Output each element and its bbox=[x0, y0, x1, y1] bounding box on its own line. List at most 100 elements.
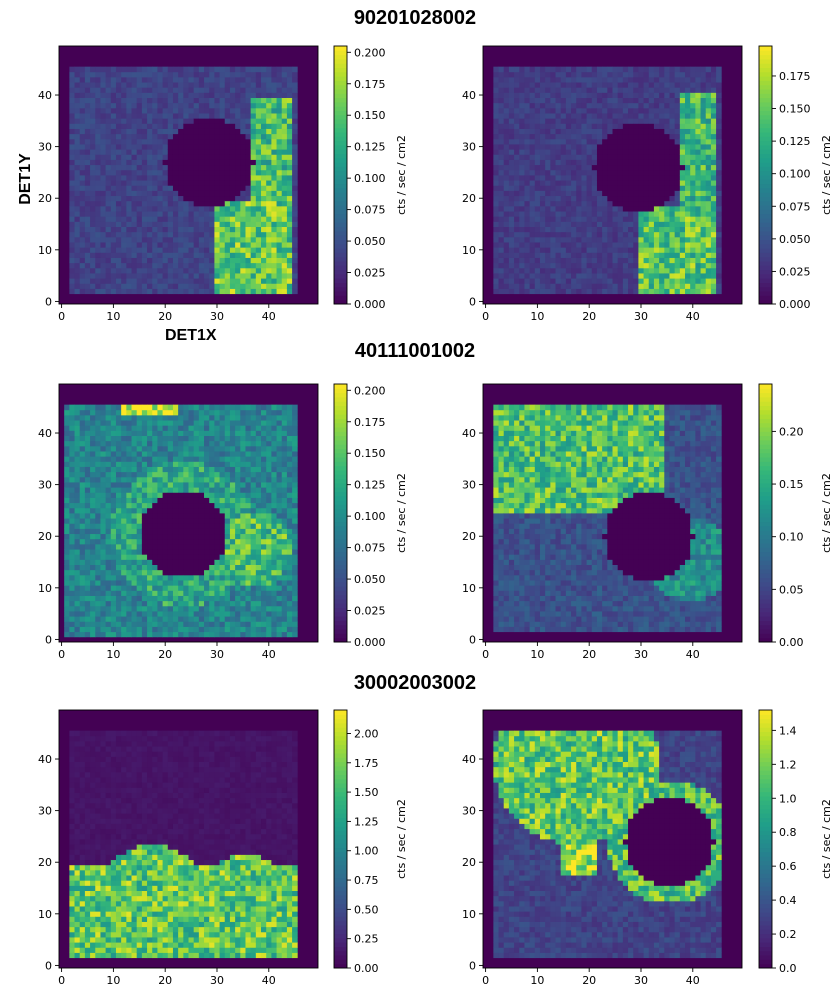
heatmap-cell bbox=[95, 585, 101, 591]
heatmap-cell bbox=[173, 268, 179, 274]
heatmap-cell bbox=[716, 154, 722, 160]
heatmap-cell bbox=[499, 278, 505, 284]
heatmap-cell bbox=[147, 232, 153, 238]
heatmap-cell bbox=[111, 487, 117, 493]
heatmap-cell bbox=[183, 180, 189, 186]
heatmap-cell bbox=[106, 98, 112, 104]
heatmap-cell bbox=[69, 180, 75, 186]
heatmap-cell bbox=[142, 289, 148, 295]
heatmap-cell bbox=[157, 67, 163, 73]
heatmap-cell bbox=[95, 232, 101, 238]
heatmap-cell bbox=[664, 175, 670, 181]
heatmap-cell bbox=[137, 492, 143, 498]
heatmap-cell bbox=[493, 98, 499, 104]
heatmap-cell bbox=[504, 160, 510, 166]
heatmap-cell bbox=[163, 528, 169, 534]
heatmap-cell bbox=[100, 596, 106, 602]
heatmap-cell bbox=[132, 123, 138, 129]
heatmap-cell bbox=[69, 252, 75, 258]
heatmap-cell bbox=[106, 103, 112, 109]
heatmap-cell bbox=[85, 154, 91, 160]
heatmap-cell bbox=[95, 632, 101, 638]
heatmap-cell bbox=[152, 72, 158, 78]
heatmap-cell bbox=[220, 103, 226, 109]
heatmap-cell bbox=[75, 559, 81, 565]
heatmap-cell bbox=[675, 258, 681, 264]
heatmap-cell bbox=[251, 242, 257, 248]
heatmap-cell bbox=[183, 82, 189, 88]
heatmap-cell bbox=[75, 175, 81, 181]
heatmap-cell bbox=[680, 180, 686, 186]
heatmap-cell bbox=[100, 165, 106, 171]
heatmap-cell bbox=[116, 67, 122, 73]
heatmap-cell bbox=[189, 82, 195, 88]
heatmap-cell bbox=[245, 278, 251, 284]
heatmap-cell bbox=[519, 201, 525, 207]
heatmap-cell bbox=[680, 108, 686, 114]
heatmap-cell bbox=[587, 252, 593, 258]
heatmap-cell bbox=[638, 221, 644, 227]
heatmap-cell bbox=[220, 123, 226, 129]
heatmap-cell bbox=[535, 185, 541, 191]
heatmap-cell bbox=[607, 227, 613, 233]
heatmap-cell bbox=[716, 221, 722, 227]
heatmap-cell bbox=[282, 87, 288, 93]
heatmap-cell bbox=[90, 201, 96, 207]
heatmap-cell bbox=[716, 190, 722, 196]
heatmap-cell bbox=[245, 289, 251, 295]
heatmap-cell bbox=[194, 206, 200, 212]
heatmap-cell bbox=[695, 185, 701, 191]
heatmap-cell bbox=[132, 206, 138, 212]
heatmap-cell bbox=[685, 82, 691, 88]
heatmap-cell bbox=[675, 113, 681, 119]
heatmap-cell bbox=[121, 273, 127, 279]
heatmap-cell bbox=[571, 258, 577, 264]
heatmap-cell bbox=[85, 113, 91, 119]
colorbar-step bbox=[334, 154, 347, 159]
heatmap-cell bbox=[638, 113, 644, 119]
heatmap-cell bbox=[137, 98, 143, 104]
heatmap-cell bbox=[142, 129, 148, 135]
heatmap-cell bbox=[607, 201, 613, 207]
heatmap-cell bbox=[509, 103, 515, 109]
heatmap-cell bbox=[519, 237, 525, 243]
heatmap-cell bbox=[716, 123, 722, 129]
heatmap-cell bbox=[121, 565, 127, 571]
heatmap-cell bbox=[530, 258, 536, 264]
heatmap-cell bbox=[654, 278, 660, 284]
colorbar-step bbox=[759, 55, 772, 60]
heatmap-cell bbox=[100, 237, 106, 243]
heatmap-cell bbox=[220, 180, 226, 186]
heatmap-cell bbox=[545, 273, 551, 279]
heatmap-cell bbox=[163, 258, 169, 264]
heatmap-cell bbox=[499, 252, 505, 258]
heatmap-cell bbox=[100, 77, 106, 83]
heatmap-cell bbox=[581, 160, 587, 166]
heatmap-cell bbox=[607, 154, 613, 160]
heatmap-cell bbox=[251, 258, 257, 264]
heatmap-cell bbox=[499, 82, 505, 88]
heatmap-cell bbox=[550, 144, 556, 150]
colorbar-step bbox=[334, 93, 347, 98]
heatmap-cell bbox=[194, 129, 200, 135]
heatmap-cell bbox=[277, 180, 283, 186]
heatmap-cell bbox=[121, 185, 127, 191]
heatmap-cell bbox=[261, 154, 267, 160]
heatmap-cell bbox=[675, 221, 681, 227]
heatmap-cell bbox=[183, 247, 189, 253]
heatmap-cell bbox=[80, 123, 86, 129]
heatmap-cell bbox=[142, 410, 148, 416]
heatmap-cell bbox=[287, 82, 293, 88]
heatmap-cell bbox=[132, 201, 138, 207]
heatmap-cell bbox=[240, 160, 246, 166]
heatmap-cell bbox=[266, 72, 272, 78]
heatmap-cell bbox=[95, 175, 101, 181]
heatmap-cell bbox=[514, 180, 520, 186]
heatmap-cell bbox=[706, 134, 712, 140]
heatmap-cell bbox=[561, 118, 567, 124]
heatmap-cell bbox=[90, 590, 96, 596]
heatmap-cell bbox=[701, 273, 707, 279]
heatmap-cell bbox=[540, 190, 546, 196]
heatmap-cell bbox=[111, 430, 117, 436]
heatmap-cell bbox=[147, 154, 153, 160]
